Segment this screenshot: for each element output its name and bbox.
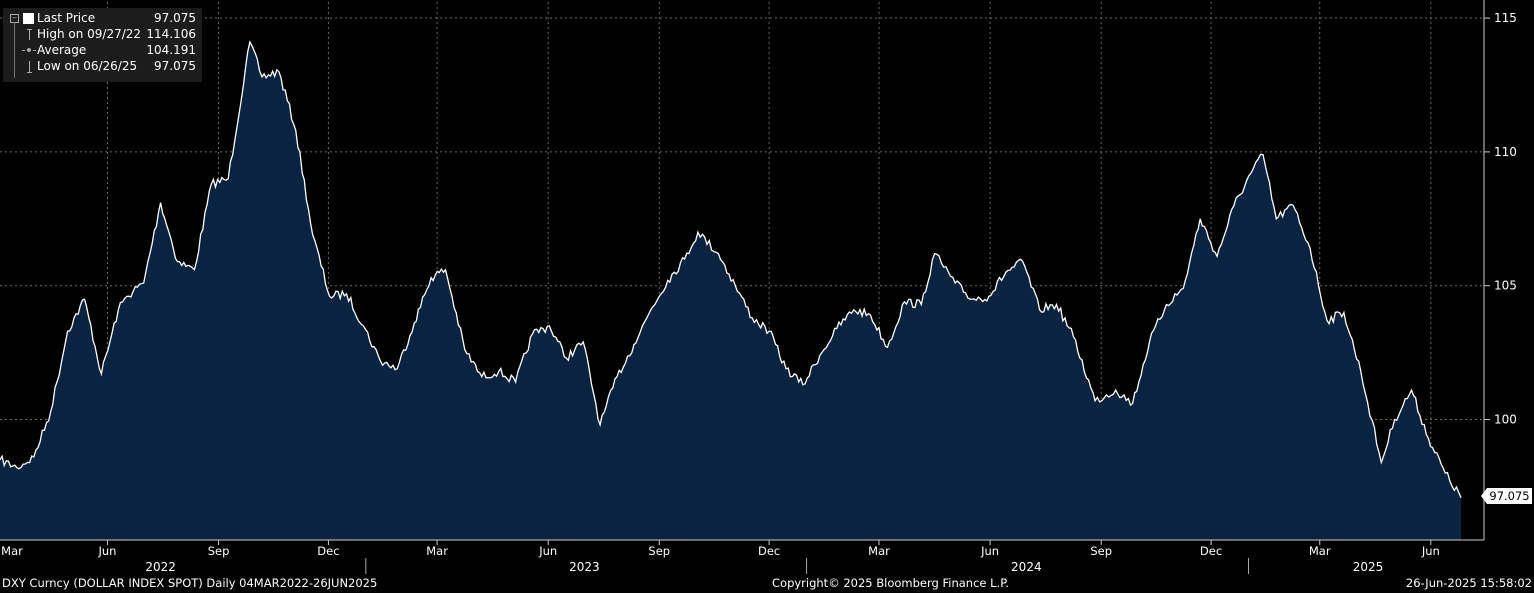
x-tick-label: Mar bbox=[1309, 544, 1331, 558]
x-tick-label: Jun bbox=[980, 544, 999, 558]
legend-low-label: Low on 06/26/25 bbox=[37, 59, 138, 73]
footer-copyright: Copyright© 2025 Bloomberg Finance L.P. bbox=[772, 576, 1009, 590]
year-labels: 2022 2023 2024 2025 bbox=[145, 558, 1383, 574]
legend-average-value: 104.191 bbox=[146, 43, 196, 57]
legend-low-value: 97.075 bbox=[154, 59, 196, 73]
x-tick-label: Mar bbox=[426, 544, 448, 558]
legend-low: Low on 06/26/25 97.075 bbox=[3, 59, 202, 75]
x-axis-ticks: Mar Jun Sep Dec Mar Jun Sep Dec Mar Jun Sep Dec Mar J… bbox=[1, 540, 1440, 558]
legend-last-price-label: Last Price bbox=[37, 11, 96, 25]
x-tick-label: Mar bbox=[1, 544, 23, 558]
white-square-icon bbox=[23, 13, 34, 24]
legend-average: Average 104.191 bbox=[3, 43, 202, 59]
x-tick-label: Jun bbox=[538, 544, 557, 558]
y-tick-label: 105 bbox=[1494, 279, 1517, 293]
year-label: 2024 bbox=[1011, 560, 1042, 574]
year-label: 2023 bbox=[569, 560, 600, 574]
legend-high-value: 114.106 bbox=[146, 27, 196, 41]
x-tick-label: Dec bbox=[758, 544, 780, 558]
x-tick-label: Jun bbox=[97, 544, 116, 558]
legend-tree-line bbox=[14, 22, 15, 78]
low-marker-icon bbox=[27, 61, 32, 73]
year-label: 2022 bbox=[145, 560, 176, 574]
last-price-pointer bbox=[1481, 488, 1487, 504]
price-area bbox=[0, 42, 1461, 540]
legend-last-price-value: 97.075 bbox=[154, 11, 196, 25]
x-tick-label: Sep bbox=[648, 544, 670, 558]
x-tick-label: Dec bbox=[1200, 544, 1222, 558]
y-axis-ticks: 100 105 110 115 bbox=[1484, 11, 1517, 427]
footer-timestamp: 26-Jun-2025 15:58:02 bbox=[1405, 576, 1532, 590]
footer-security: DXY Curncy (DOLLAR INDEX SPOT) Daily 04M… bbox=[2, 576, 378, 590]
last-price-tag: 97.075 bbox=[1487, 488, 1532, 504]
x-tick-label: Sep bbox=[1090, 544, 1112, 558]
high-marker-icon bbox=[27, 29, 32, 41]
axes bbox=[0, 0, 1485, 541]
legend-last-price: − Last Price 97.075 bbox=[3, 11, 202, 27]
legend-high-label: High on 09/27/22 bbox=[37, 27, 142, 41]
legend-high: High on 09/27/22 114.106 bbox=[3, 27, 202, 43]
year-label: 2025 bbox=[1353, 560, 1384, 574]
price-line bbox=[0, 40, 1462, 499]
legend-average-label: Average bbox=[37, 43, 87, 57]
legend: − Last Price 97.075 High on 09/27/22 114… bbox=[3, 8, 202, 82]
average-marker-icon bbox=[22, 48, 36, 52]
x-tick-label: Jun bbox=[1421, 544, 1440, 558]
y-tick-label: 115 bbox=[1494, 11, 1517, 25]
x-tick-label: Mar bbox=[868, 544, 890, 558]
x-tick-label: Sep bbox=[208, 544, 230, 558]
y-tick-label: 100 bbox=[1494, 413, 1517, 427]
y-tick-label: 110 bbox=[1494, 145, 1517, 159]
x-tick-label: Dec bbox=[317, 544, 339, 558]
